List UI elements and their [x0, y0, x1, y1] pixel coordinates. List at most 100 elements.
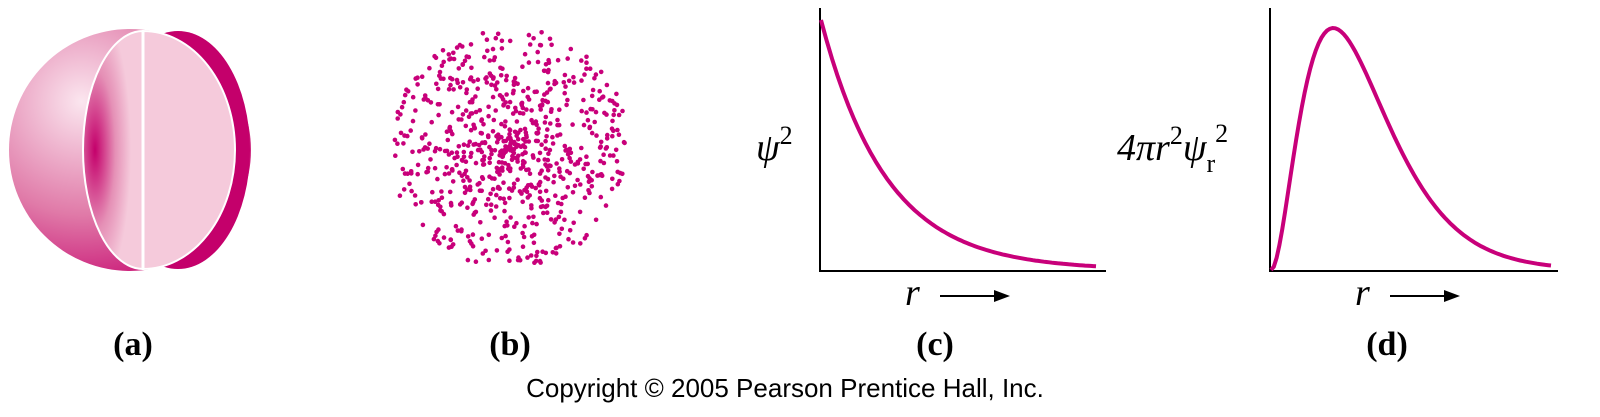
- dot: [598, 194, 604, 200]
- dot: [557, 107, 562, 112]
- dot: [589, 184, 595, 189]
- dot: [446, 171, 452, 176]
- dot: [405, 133, 410, 139]
- dot: [553, 193, 558, 198]
- dot: [507, 38, 513, 44]
- dot: [557, 166, 562, 171]
- dot: [451, 87, 456, 92]
- dot: [475, 86, 481, 91]
- dot: [535, 49, 540, 55]
- dot: [493, 108, 499, 113]
- dot: [607, 98, 613, 103]
- dot: [499, 46, 505, 51]
- dot: [470, 201, 475, 207]
- dot: [500, 66, 505, 71]
- dot: [489, 82, 494, 88]
- dot: [473, 160, 479, 166]
- dot: [465, 234, 471, 239]
- dot: [522, 223, 527, 229]
- dot: [565, 185, 571, 190]
- dot: [395, 141, 400, 146]
- dot: [421, 147, 426, 152]
- dot: [463, 159, 469, 164]
- dot: [469, 65, 474, 71]
- dot: [501, 103, 506, 108]
- dot: [568, 46, 574, 52]
- dot: [598, 139, 604, 145]
- dot: [508, 144, 513, 149]
- dot: [546, 197, 551, 203]
- dot: [449, 150, 455, 155]
- dot: [593, 217, 599, 223]
- dot: [410, 149, 415, 155]
- dot: [471, 122, 476, 128]
- dot: [520, 199, 525, 205]
- dot: [444, 129, 450, 134]
- dot: [531, 214, 536, 220]
- dot: [534, 221, 539, 227]
- dot: [533, 185, 538, 191]
- dot: [522, 126, 528, 132]
- dot: [537, 42, 543, 48]
- dot: [548, 121, 553, 126]
- dot: [497, 93, 503, 98]
- dot: [593, 72, 599, 77]
- dot: [522, 144, 528, 150]
- dot: [479, 188, 485, 194]
- dot: [505, 249, 510, 254]
- dot: [485, 133, 491, 138]
- dot: [537, 189, 543, 195]
- dot: [587, 66, 593, 71]
- dot: [567, 146, 573, 152]
- dot: [570, 122, 575, 127]
- dot: [501, 180, 506, 185]
- dot: [538, 107, 543, 112]
- dot: [538, 204, 544, 210]
- dot: [399, 104, 405, 110]
- dot: [464, 90, 469, 96]
- dot: [504, 73, 510, 79]
- dot: [470, 232, 476, 237]
- dot: [461, 178, 466, 183]
- dot: [473, 109, 479, 115]
- dot: [567, 155, 572, 161]
- dot: [605, 132, 610, 138]
- dot: [432, 148, 438, 154]
- dot: [457, 85, 463, 90]
- dot: [502, 161, 508, 166]
- dot: [539, 198, 545, 203]
- dot: [472, 126, 478, 131]
- dot: [480, 251, 486, 256]
- dot: [493, 204, 499, 209]
- dot: [531, 232, 537, 238]
- dot: [489, 151, 494, 157]
- dot: [395, 116, 401, 121]
- dot: [584, 66, 589, 71]
- dot: [502, 208, 507, 214]
- dot: [539, 142, 544, 147]
- dot: [611, 153, 616, 158]
- dot: [526, 32, 532, 38]
- dot: [598, 69, 604, 75]
- dot: [499, 121, 504, 127]
- dot: [620, 108, 625, 114]
- dot: [432, 165, 438, 171]
- dot: [429, 199, 435, 204]
- dot: [575, 177, 580, 183]
- dot: [477, 108, 483, 113]
- dot: [509, 157, 515, 163]
- dot: [439, 195, 445, 200]
- dot: [430, 189, 435, 195]
- dot: [593, 109, 599, 115]
- dot: [459, 228, 464, 234]
- dot: [455, 228, 461, 233]
- dot: [422, 93, 428, 98]
- dot: [526, 139, 532, 144]
- dot: [402, 171, 408, 176]
- dot: [484, 75, 489, 80]
- dot: [566, 78, 572, 84]
- dot: [425, 165, 431, 171]
- copyright: Copyright © 2005 Pearson Prentice Hall, …: [526, 373, 1044, 403]
- dot: [419, 200, 424, 205]
- dot: [502, 200, 508, 206]
